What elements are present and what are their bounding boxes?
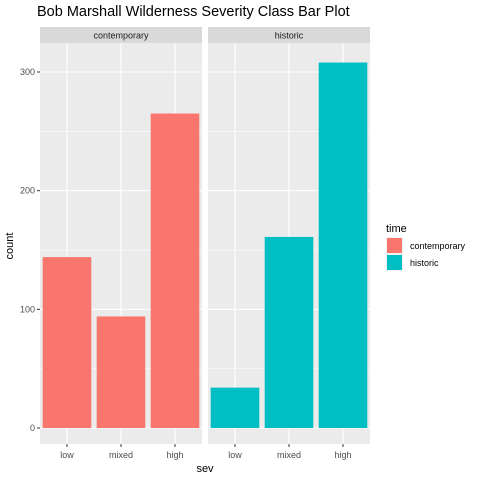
x-tick-label: low bbox=[228, 450, 242, 460]
bar-historic-low bbox=[211, 388, 260, 428]
strip-label-historic: historic bbox=[275, 31, 304, 41]
legend: time contemporary historic bbox=[386, 223, 466, 271]
bar-contemporary-high bbox=[151, 114, 200, 428]
x-tick-label: mixed bbox=[277, 450, 301, 460]
x-tick-label: low bbox=[60, 450, 74, 460]
legend-title: time bbox=[386, 223, 407, 235]
y-axis-title: count bbox=[4, 233, 16, 260]
x-axis-title: sev bbox=[196, 463, 214, 475]
y-axis: 0 100 200 300 bbox=[20, 67, 40, 433]
y-tick-label: 0 bbox=[30, 423, 35, 433]
chart-title: Bob Marshall Wilderness Severity Class B… bbox=[37, 4, 350, 20]
x-tick-label: high bbox=[334, 450, 351, 460]
x-ticks-contemporary: low mixed high bbox=[60, 444, 183, 460]
facet-panel-contemporary: contemporary low mixed high bbox=[40, 27, 202, 460]
bar-contemporary-mixed bbox=[97, 316, 146, 428]
x-ticks-historic: low mixed high bbox=[228, 444, 351, 460]
y-tick-label: 100 bbox=[20, 304, 35, 314]
strip-label-contemporary: contemporary bbox=[93, 31, 149, 41]
legend-key-historic bbox=[387, 255, 402, 270]
x-tick-label: high bbox=[166, 450, 183, 460]
y-tick-label: 300 bbox=[20, 67, 35, 77]
bar-historic-high bbox=[319, 63, 368, 428]
bar-contemporary-low bbox=[43, 257, 92, 428]
bar-historic-mixed bbox=[265, 237, 314, 428]
x-tick-label: mixed bbox=[109, 450, 133, 460]
facet-panel-historic: historic low mixed high bbox=[208, 27, 370, 460]
legend-label-historic: historic bbox=[410, 258, 439, 268]
legend-label-contemporary: contemporary bbox=[410, 241, 466, 251]
legend-key-contemporary bbox=[387, 238, 402, 253]
y-tick-label: 200 bbox=[20, 186, 35, 196]
